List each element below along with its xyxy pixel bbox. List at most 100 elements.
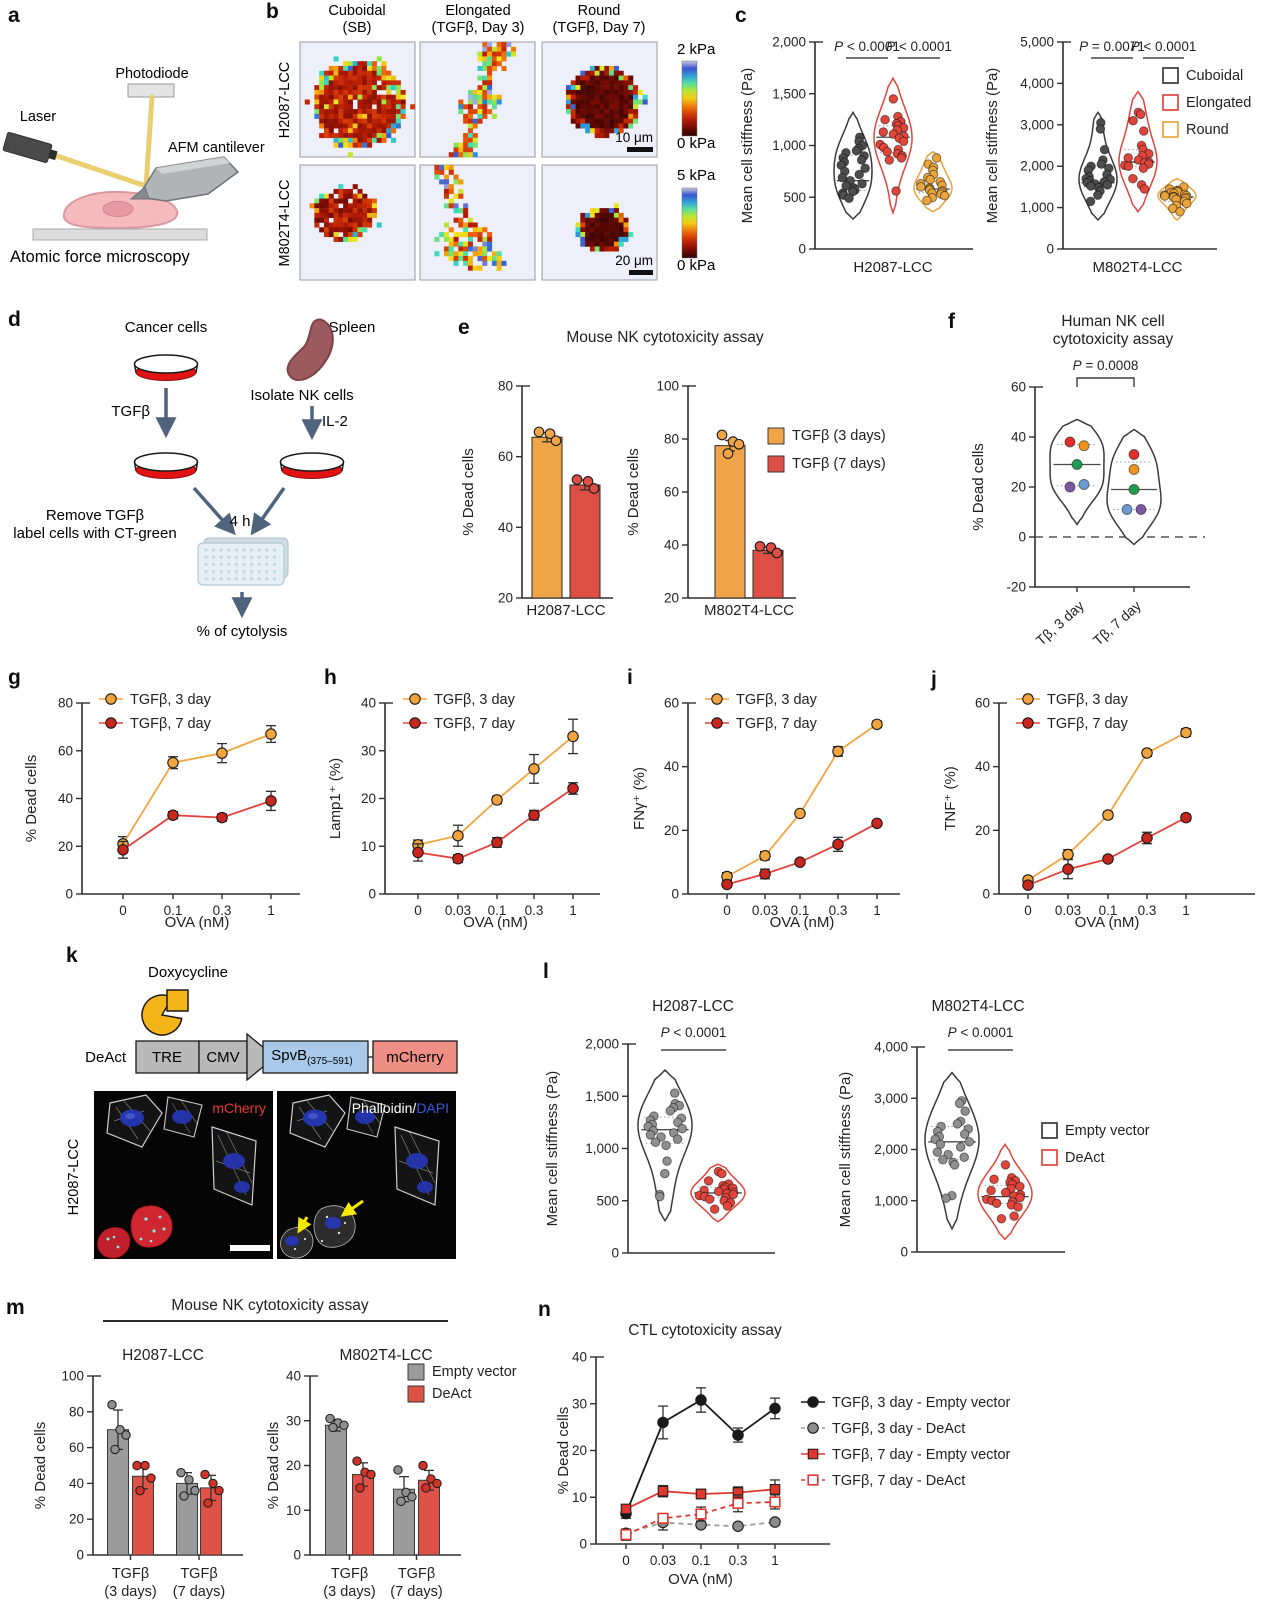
- svg-text:20: 20: [664, 591, 679, 606]
- svg-text:% Dead cells: % Dead cells: [625, 448, 642, 536]
- bar-0: [531, 426, 563, 599]
- svg-text:TGFβ, 3 day - DeAct: TGFβ, 3 day - DeAct: [832, 1421, 965, 1437]
- well-plate: [197, 537, 289, 586]
- svg-text:60: 60: [975, 696, 990, 711]
- svg-text:H2087-LCC: H2087-LCC: [122, 1347, 204, 1364]
- svg-text:0: 0: [723, 903, 731, 918]
- spleen-shape: [286, 318, 334, 381]
- svg-text:Round: Round: [1186, 122, 1229, 138]
- svg-text:P < 0.0001: P < 0.0001: [661, 1025, 727, 1040]
- panel-m-title-rule: [103, 1320, 448, 1322]
- svg-text:P < 0.0001: P < 0.0001: [886, 39, 952, 54]
- svg-text:TGFβ: TGFβ: [180, 1566, 217, 1582]
- svg-text:0.1: 0.1: [692, 1553, 711, 1568]
- svg-text:3,000: 3,000: [874, 1091, 908, 1106]
- cytolysis-label: % of cytolysis: [197, 623, 288, 640]
- svg-text:0.03: 0.03: [445, 903, 471, 918]
- violin-t-3-day: [1049, 418, 1105, 526]
- svg-text:40: 40: [975, 759, 990, 774]
- chart-deact-nk-m802t4: 0 10 20 30 40 % Dead cells TGFβ (3 days) TGFβ (7 …: [265, 1347, 517, 1600]
- svg-text:OVA (nM): OVA (nM): [165, 914, 230, 931]
- svg-text:30: 30: [286, 1413, 301, 1428]
- nk-dish: [279, 452, 345, 480]
- svg-text:0: 0: [414, 903, 422, 918]
- svg-text:OVA (nM): OVA (nM): [463, 914, 528, 931]
- bar-group-1-1: [418, 1460, 442, 1556]
- svg-text:1,500: 1,500: [772, 86, 806, 101]
- panel-label-g: g: [8, 666, 21, 689]
- svg-text:20: 20: [58, 839, 73, 854]
- yellow-arrow: [297, 1216, 312, 1234]
- svg-text:60: 60: [664, 696, 679, 711]
- chart-nk-assay-h2087: 20 40 60 80 % Dead cells H2087-LCC: [460, 379, 613, 619]
- svg-text:20: 20: [1011, 480, 1026, 495]
- svg-text:-20: -20: [1006, 580, 1026, 595]
- colorbar-top-min: 0 kPa: [677, 135, 716, 152]
- svg-text:1: 1: [267, 903, 275, 918]
- svg-text:TGFβ, 7 day - Empty vector: TGFβ, 7 day - Empty vector: [832, 1447, 1011, 1463]
- nk-assay-workflow: Cancer cells TGFβ Spleen Isolate NK cell…: [13, 318, 376, 640]
- chart-deact-nk-h2087: 0 20 40 60 80 100 % Dead cells TGFβ (3 days) TGFβ…: [32, 1347, 243, 1600]
- svg-text:4,000: 4,000: [1020, 76, 1054, 91]
- svg-text:H2087-LCC: H2087-LCC: [526, 602, 605, 619]
- svg-text:20: 20: [286, 1458, 301, 1473]
- heatmap-m802t4-elongated: [434, 165, 507, 271]
- scalebar-bot-label: 20 μm: [615, 253, 653, 268]
- svg-text:TGFβ (3 days): TGFβ (3 days): [792, 428, 886, 444]
- deact-label: DeAct: [85, 1049, 127, 1066]
- svg-text:0.3: 0.3: [1138, 903, 1157, 918]
- svg-text:40: 40: [361, 696, 376, 711]
- bar-group-0-1: [352, 1456, 376, 1556]
- svg-text:(3 days): (3 days): [104, 1584, 156, 1600]
- svg-text:20: 20: [664, 823, 679, 838]
- svg-text:40: 40: [286, 1369, 301, 1384]
- svg-text:0: 0: [671, 887, 679, 902]
- deact-construct-panel: Doxycycline DeAct TRE CMV SpvB(375–591) …: [66, 964, 458, 1259]
- bar-group-1-0: [176, 1467, 200, 1556]
- svg-text:80: 80: [498, 379, 513, 394]
- svg-text:OVA (nM): OVA (nM): [1075, 914, 1140, 931]
- treated-dish: [133, 452, 199, 480]
- svg-text:0: 0: [119, 903, 127, 918]
- svg-text:TGFβ, 3 day: TGFβ, 3 day: [130, 692, 212, 708]
- violin-empty-vector: [924, 1071, 980, 1231]
- svg-text:0.1: 0.1: [164, 903, 183, 918]
- svg-text:(3 days): (3 days): [323, 1584, 375, 1600]
- svg-text:M802T4-LCC: M802T4-LCC: [704, 602, 794, 619]
- violin-t-7-day: [1106, 428, 1162, 546]
- svg-text:30: 30: [572, 1396, 587, 1411]
- svg-text:0: 0: [1018, 530, 1026, 545]
- svg-text:(7 days): (7 days): [390, 1584, 442, 1600]
- svg-text:1: 1: [873, 903, 881, 918]
- laser-beam: [54, 153, 149, 189]
- panel-label-a: a: [8, 4, 20, 27]
- svg-text:100: 100: [656, 379, 679, 394]
- svg-text:0: 0: [1046, 242, 1054, 257]
- colorbar-top-max: 2 kPa: [677, 41, 716, 58]
- svg-text:TGFβ, 7 day: TGFβ, 7 day: [130, 716, 212, 732]
- svg-text:1,000: 1,000: [874, 1193, 908, 1208]
- mcherry-box-label: mCherry: [386, 1049, 444, 1066]
- spleen-label: Spleen: [329, 319, 376, 336]
- svg-text:Lamp1⁺ (%): Lamp1⁺ (%): [327, 758, 344, 839]
- svg-text:TGFβ, 3 day: TGFβ, 3 day: [736, 692, 818, 708]
- panel-label-c: c: [735, 4, 747, 27]
- svg-text:40: 40: [498, 520, 513, 535]
- svg-text:0.3: 0.3: [525, 903, 544, 918]
- yellow-arrow: [340, 1199, 364, 1217]
- svg-text:TGFβ: TGFβ: [331, 1566, 368, 1582]
- violin-elongated: [1118, 90, 1158, 213]
- cmv-box: [198, 1040, 248, 1074]
- svg-text:Mean cell stiffness (Pa): Mean cell stiffness (Pa): [984, 68, 1001, 224]
- svg-text:OVA (nM): OVA (nM): [770, 914, 835, 931]
- heatmap-h2087-round: [565, 65, 648, 139]
- svg-text:60: 60: [1011, 380, 1026, 395]
- photodiode-label: Photodiode: [115, 66, 188, 82]
- svg-text:Mean cell stiffness (Pa): Mean cell stiffness (Pa): [544, 1071, 561, 1227]
- svg-text:40: 40: [58, 791, 73, 806]
- svg-text:Tβ, 7 day: Tβ, 7 day: [1090, 597, 1144, 648]
- svg-text:10: 10: [572, 1490, 587, 1505]
- svg-text:80: 80: [58, 696, 73, 711]
- svg-text:3,000: 3,000: [1020, 117, 1054, 132]
